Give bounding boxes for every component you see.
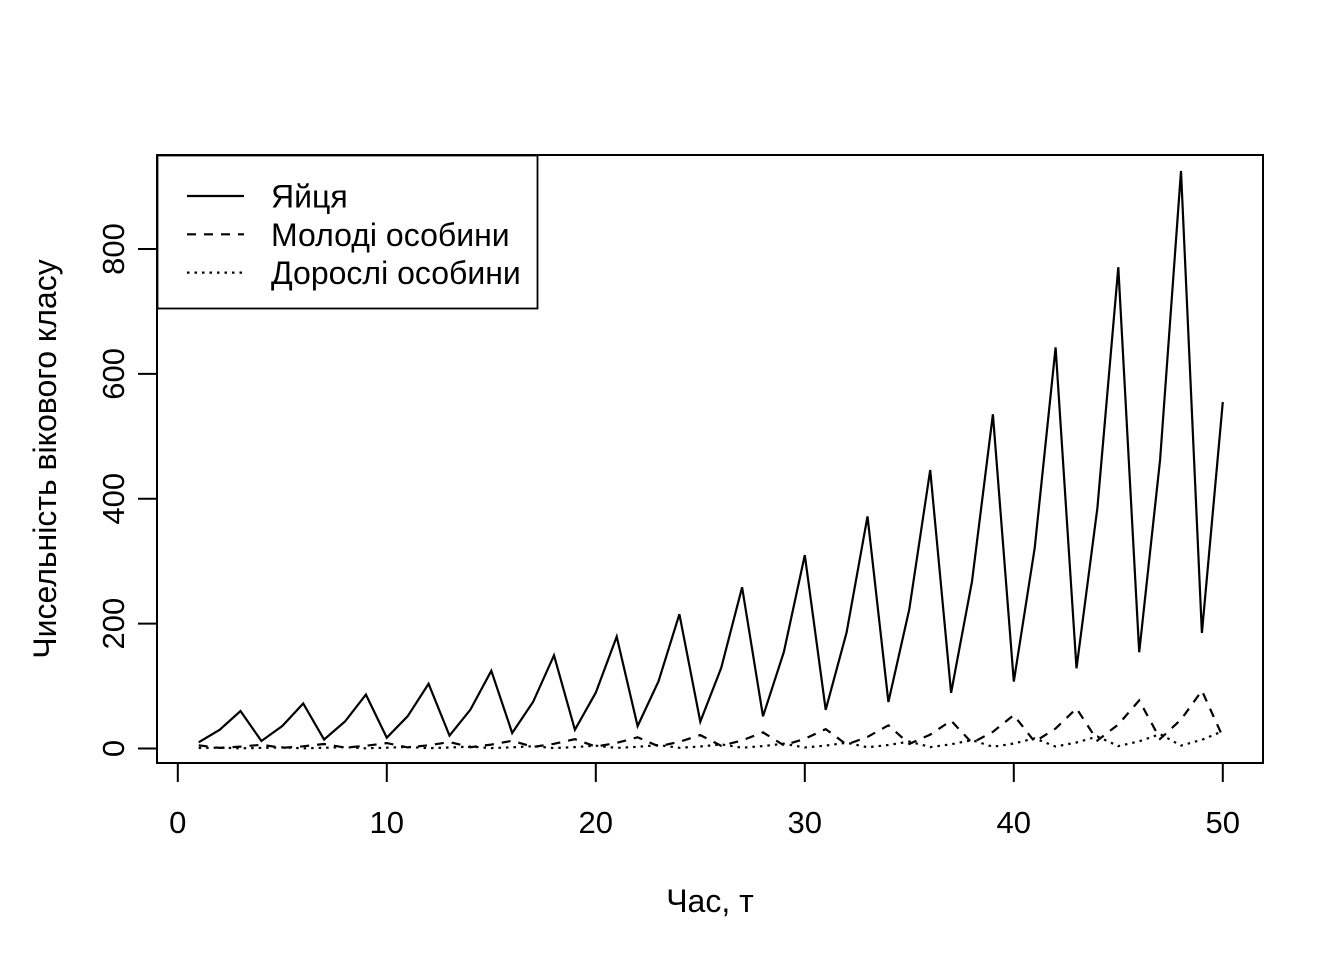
series-lines xyxy=(198,170,1224,750)
legend-label: Яйця xyxy=(271,179,348,215)
x-tick-label: 50 xyxy=(1206,805,1240,840)
y-axis-title: Чисельність вікового класу xyxy=(27,259,63,658)
legend-label: Дорослі особини xyxy=(271,255,521,291)
series-line-solid xyxy=(198,170,1224,744)
y-axis: 0 200 400 600 800 xyxy=(96,223,157,757)
x-tick-label: 30 xyxy=(788,805,822,840)
y-tick-label: 400 xyxy=(96,473,131,525)
x-tick-label: 20 xyxy=(579,805,613,840)
legend-box xyxy=(156,154,539,310)
legend-label: Молоді особини xyxy=(271,217,510,253)
y-tick-label: 800 xyxy=(96,223,131,275)
x-tick-label: 10 xyxy=(370,805,404,840)
x-axis-title: Час, т xyxy=(666,883,754,919)
x-tick-label: 40 xyxy=(997,805,1031,840)
series-line-dashed xyxy=(198,688,1224,750)
y-tick-label: 200 xyxy=(96,598,131,650)
series-line-dotted xyxy=(198,730,1224,750)
x-axis: 0 10 20 30 40 50 xyxy=(169,763,1240,840)
y-tick-label: 0 xyxy=(96,740,131,757)
x-tick-label: 0 xyxy=(169,805,186,840)
y-tick-label: 600 xyxy=(96,348,131,400)
plot-box xyxy=(156,154,1264,764)
